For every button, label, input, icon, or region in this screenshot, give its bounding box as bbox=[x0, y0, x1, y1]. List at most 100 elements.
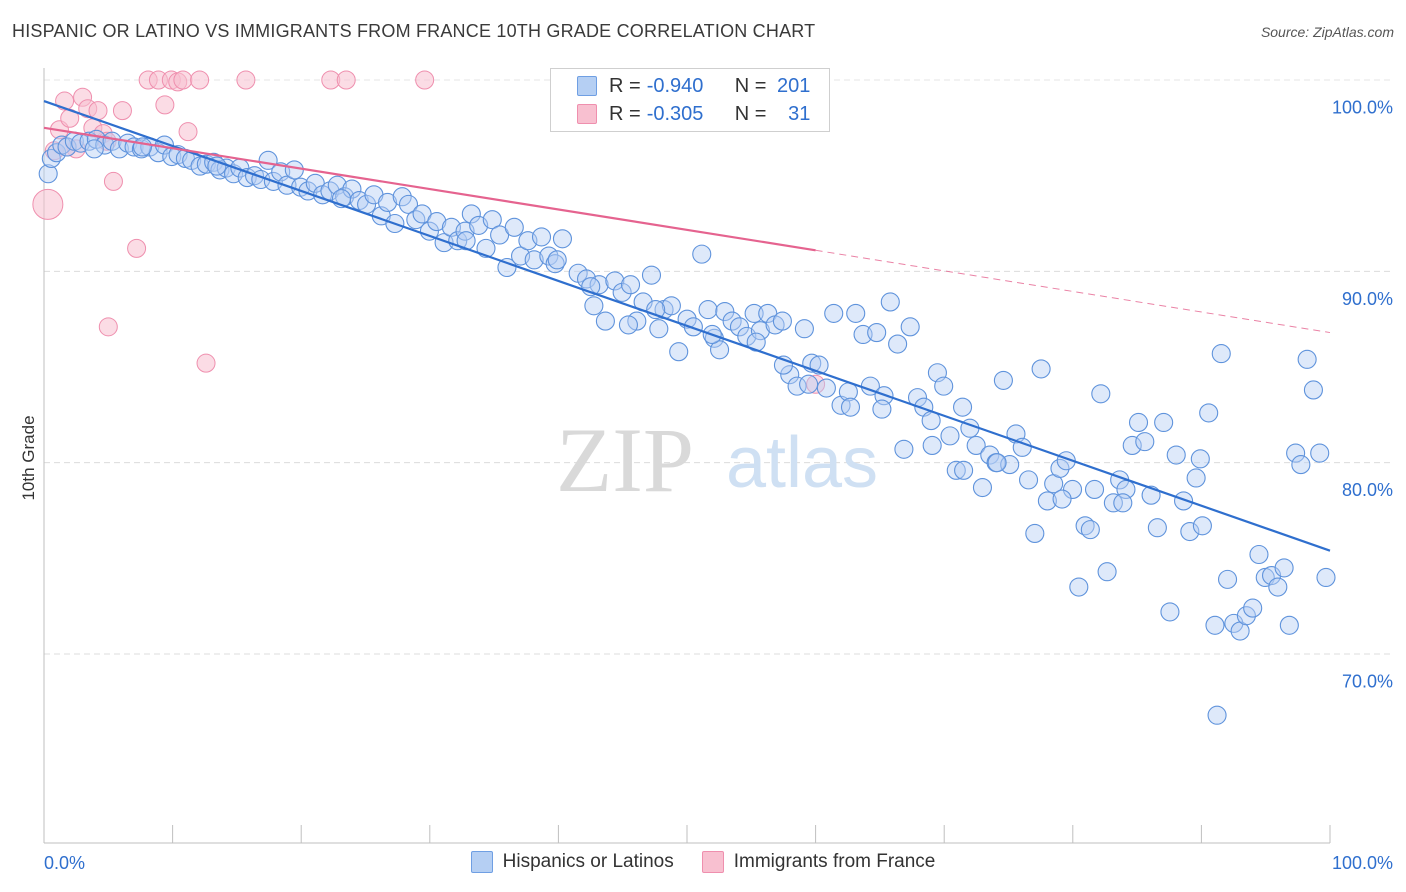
data-point-hispanic bbox=[1000, 455, 1020, 475]
data-point-hispanic bbox=[1080, 520, 1100, 540]
legend-r-label: R = bbox=[609, 102, 641, 125]
x-tick-label: 100.0% bbox=[1332, 853, 1393, 873]
data-point-france bbox=[236, 70, 256, 90]
data-point-hispanic bbox=[940, 426, 960, 446]
data-point-hispanic bbox=[1217, 569, 1238, 589]
data-point-hispanic bbox=[284, 160, 304, 180]
data-point-france bbox=[190, 70, 210, 90]
y-axis-label: 10th Grade bbox=[19, 415, 38, 500]
legend-n-label: N = bbox=[734, 102, 767, 125]
data-point-hispanic bbox=[342, 179, 362, 199]
data-point-hispanic bbox=[880, 292, 900, 312]
data-point-hispanic bbox=[867, 323, 887, 343]
data-point-france bbox=[98, 317, 118, 337]
data-point-hispanic bbox=[794, 319, 814, 339]
data-point-hispanic bbox=[934, 376, 954, 396]
data-point-hispanic bbox=[41, 148, 61, 168]
data-point-hispanic bbox=[772, 311, 792, 331]
data-point-hispanic bbox=[1037, 491, 1057, 511]
trend-line-france bbox=[43, 126, 816, 252]
data-point-hispanic bbox=[661, 296, 681, 316]
bottom-legend-item-france: Immigrants from France bbox=[701, 851, 936, 873]
series-hispanics-or-latinos bbox=[38, 129, 1336, 725]
data-point-france bbox=[32, 188, 64, 220]
y-tick-label: 80.0% bbox=[1342, 480, 1393, 500]
data-point-france bbox=[196, 353, 216, 373]
data-point-hispanic bbox=[1207, 705, 1227, 725]
data-point-france bbox=[103, 171, 123, 191]
data-point-hispanic bbox=[595, 311, 615, 331]
data-point-hispanic bbox=[605, 271, 625, 291]
data-point-hispanic bbox=[980, 445, 1000, 465]
data-point-hispanic bbox=[1192, 516, 1212, 536]
data-point-hispanic bbox=[669, 342, 689, 362]
data-point-hispanic bbox=[84, 139, 104, 159]
y-tick-label: 100.0% bbox=[1332, 98, 1393, 118]
data-point-hispanic bbox=[419, 221, 439, 241]
bottom-legend-swatch-pink bbox=[701, 851, 724, 873]
data-point-hispanic bbox=[1122, 435, 1142, 455]
data-point-hispanic bbox=[922, 435, 942, 455]
data-point-hispanic bbox=[547, 250, 567, 270]
data-point-hispanic bbox=[482, 210, 502, 230]
data-point-hispanic bbox=[504, 217, 524, 237]
data-point-hispanic bbox=[1069, 577, 1089, 597]
data-point-hispanic bbox=[698, 300, 718, 320]
data-point-hispanic bbox=[1160, 602, 1180, 622]
data-point-hispanic bbox=[207, 156, 227, 176]
x-tick-label: 0.0% bbox=[44, 853, 85, 873]
data-point-hispanic bbox=[1084, 479, 1105, 500]
data-point-hispanic bbox=[1268, 577, 1288, 597]
data-point-hispanic bbox=[1190, 449, 1210, 469]
data-point-hispanic bbox=[799, 374, 819, 394]
data-point-hispanic bbox=[132, 137, 153, 157]
data-point-france bbox=[127, 238, 147, 258]
data-point-hispanic bbox=[846, 303, 866, 323]
data-point-hispanic bbox=[1186, 468, 1206, 488]
legend-n-label: N = bbox=[734, 74, 767, 97]
legend-row-pink: R = -0.305 N = 31 bbox=[551, 100, 810, 128]
data-point-hispanic bbox=[1091, 384, 1111, 404]
data-point-hispanic bbox=[618, 315, 638, 335]
legend-n-value: 31 bbox=[788, 102, 811, 125]
legend-n-value: 201 bbox=[777, 74, 811, 97]
data-point-hispanic bbox=[1174, 491, 1194, 511]
data-point-hispanic bbox=[946, 460, 966, 480]
data-point-france bbox=[173, 70, 193, 90]
bottom-legend-label: Immigrants from France bbox=[733, 851, 936, 872]
data-point-hispanic bbox=[729, 317, 750, 337]
data-point-hispanic bbox=[398, 194, 419, 214]
data-point-hispanic bbox=[683, 317, 703, 337]
y-tick-label: 90.0% bbox=[1342, 289, 1393, 309]
data-point-hispanic bbox=[1128, 412, 1149, 433]
data-point-hispanic bbox=[1286, 443, 1306, 463]
data-point-hispanic bbox=[649, 319, 669, 339]
watermark-zip: ZIP bbox=[556, 409, 694, 511]
data-point-hispanic bbox=[524, 250, 544, 270]
data-point-hispanic bbox=[377, 192, 398, 213]
legend-swatch-pink bbox=[577, 104, 597, 124]
legend-r-value: -0.305 bbox=[646, 102, 704, 125]
data-point-hispanic bbox=[1249, 544, 1269, 565]
data-point-hispanic bbox=[750, 321, 770, 341]
data-point-hispanic bbox=[824, 303, 844, 323]
data-point-hispanic bbox=[1297, 349, 1317, 369]
data-point-hispanic bbox=[620, 275, 641, 295]
data-point-france bbox=[178, 122, 198, 142]
chart-title: HISPANIC OR LATINO VS IMMIGRANTS FROM FR… bbox=[12, 21, 816, 41]
data-point-hispanic bbox=[641, 265, 662, 285]
data-point-hispanic bbox=[497, 257, 517, 278]
data-point-hispanic bbox=[993, 370, 1013, 390]
trend-lines bbox=[43, 100, 1331, 552]
bottom-legend-label: Hispanics or Latinos bbox=[502, 851, 674, 872]
data-point-hispanic bbox=[1166, 445, 1186, 465]
data-point-hispanic bbox=[780, 365, 800, 385]
data-point-hispanic bbox=[888, 334, 908, 354]
data-point-hispanic bbox=[1310, 443, 1330, 463]
bottom-legend-swatch-blue bbox=[470, 851, 493, 873]
data-point-hispanic bbox=[894, 439, 914, 459]
data-point-hispanic bbox=[1147, 518, 1167, 538]
legend-r-label: R = bbox=[609, 74, 641, 97]
data-point-hispanic bbox=[954, 460, 974, 480]
